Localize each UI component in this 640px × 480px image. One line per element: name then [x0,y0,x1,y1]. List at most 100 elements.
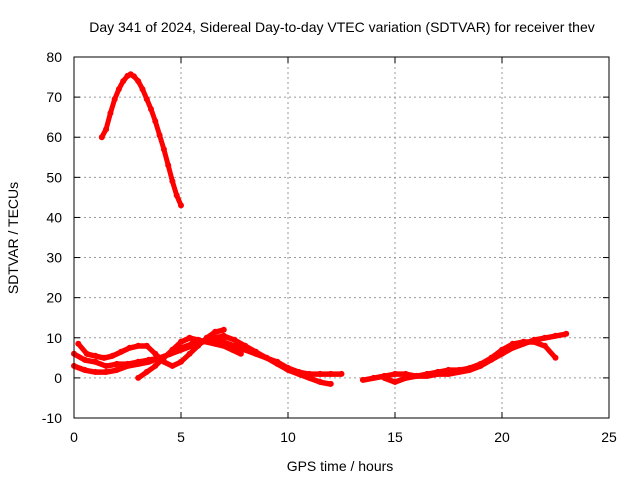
x-tick-label: 25 [601,429,617,445]
data-point [109,352,116,359]
data-point [101,354,107,361]
data-point [178,358,184,365]
data-point [107,110,114,117]
data-point [169,362,176,369]
data-point [81,356,88,363]
data-point [552,332,559,339]
data-point [152,118,159,125]
data-point [143,342,150,349]
data-point [152,362,159,369]
data-point [152,350,159,357]
data-point [212,328,219,335]
data-point [237,350,244,357]
data-point [135,360,142,367]
data-point [520,338,527,345]
data-point [186,350,193,357]
data-point [242,342,249,349]
data-point [103,126,110,133]
data-point [126,344,133,351]
axis-ticks: 0 5 10 15 20 25 -10 0 10 20 30 40 50 60 70 80 [42,49,617,445]
data-point [327,380,334,387]
data-point [160,354,167,361]
y-tick-label: 60 [46,129,62,145]
data-point [434,368,441,375]
data-point [531,338,538,345]
data-point [148,106,154,113]
data-point [165,162,172,169]
data-point [178,338,184,345]
data-point [135,374,142,381]
data-point [359,376,366,383]
data-point [135,342,142,349]
data-point [195,336,202,343]
data-point [220,332,227,339]
data-point [317,378,324,385]
x-tick-label: 10 [280,429,296,445]
data-point [285,366,291,373]
data-point [83,350,90,357]
y-tick-label: 40 [46,209,62,225]
data-point [115,86,122,93]
y-tick-label: 20 [46,290,62,306]
data-point [92,352,99,359]
data-point [160,146,167,153]
data-point [381,374,388,381]
data-point [75,340,82,347]
data-point [173,192,180,199]
data-point [477,360,484,367]
chart-title: Day 341 of 2024, Sidereal Day-to-day VTE… [89,19,595,35]
data-point [402,374,409,381]
data-point [541,342,548,349]
data-point [92,368,99,375]
data-point [130,73,137,80]
grid-lines [74,57,609,418]
data-point [111,96,118,103]
data-point [327,370,334,377]
data-point [120,78,127,85]
data-point [113,366,120,373]
data-point [392,378,398,385]
y-tick-label: 50 [46,169,62,185]
data-point [103,368,110,375]
data-point [274,360,281,367]
data-point [178,346,184,353]
data-point [488,354,495,361]
y-tick-label: -10 [42,410,62,426]
data-point [445,366,452,373]
y-axis-label: SDTVAR / TECUs [5,182,21,294]
data-point [317,370,324,377]
data-point [195,342,202,349]
data-point [252,348,259,355]
data-point [178,202,184,209]
data-point [145,358,152,365]
data-point [203,338,210,345]
data-point [552,354,559,361]
data-point [186,334,193,341]
data-point [143,96,150,103]
data-point [220,326,227,333]
data-point [81,366,88,373]
data-point [113,360,120,367]
y-tick-label: 80 [46,49,62,65]
data-point [466,364,473,371]
plot-frame [73,56,610,419]
x-tick-label: 0 [70,429,78,445]
data-point [413,372,420,379]
data-point [231,336,238,343]
x-axis-label: GPS time / hours [287,458,394,474]
data-point [169,346,176,353]
y-tick-label: 70 [46,89,62,105]
data-point [392,370,398,377]
data-point [139,86,146,93]
data-point [541,334,548,341]
data-point [456,366,463,373]
data-point [295,370,302,377]
data-point [156,132,163,139]
data-point [563,330,570,337]
data-point [143,368,150,375]
data-point [499,346,505,353]
data-series [71,71,570,387]
series-trace-high-arc [99,71,184,208]
data-point [509,340,516,347]
